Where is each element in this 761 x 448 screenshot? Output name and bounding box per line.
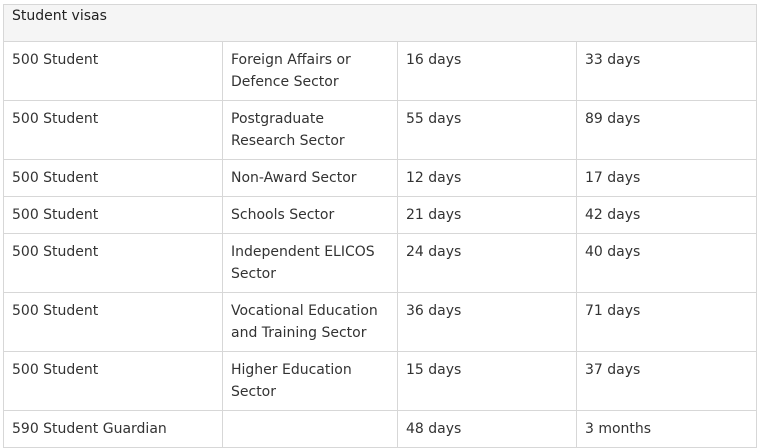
processing-time-cell: 71 days [575, 292, 758, 352]
processing-time-cell: 48 days [397, 410, 577, 448]
visa-cell: 500 Student [3, 196, 223, 234]
sector-cell [222, 410, 398, 448]
visa-cell: 500 Student [3, 159, 223, 197]
processing-time-cell: 40 days [575, 233, 758, 293]
processing-time-cell: 21 days [397, 196, 577, 234]
table-row: 500 Student Postgraduate Research Sector… [3, 100, 758, 160]
processing-time-cell: 16 days [397, 41, 577, 101]
processing-time-cell: 89 days [575, 100, 758, 160]
table-row: 590 Student Guardian 48 days 3 months [3, 410, 758, 448]
processing-time-cell: 24 days [397, 233, 577, 293]
processing-time-cell: 55 days [397, 100, 577, 160]
sector-cell: Schools Sector [222, 196, 398, 234]
processing-time-cell: 33 days [575, 41, 758, 101]
sector-cell: Non-Award Sector [222, 159, 398, 197]
sector-cell: Foreign Affairs or Defence Sector [222, 41, 398, 101]
visa-cell: 500 Student [3, 100, 223, 160]
processing-time-cell: 37 days [575, 351, 758, 411]
processing-time-cell: 15 days [397, 351, 577, 411]
processing-time-cell: 12 days [397, 159, 577, 197]
sector-cell: Higher Education Sector [222, 351, 398, 411]
processing-time-cell: 42 days [575, 196, 758, 234]
table-row: 500 Student Vocational Education and Tra… [3, 292, 758, 352]
section-title: Student visas [2, 4, 758, 42]
sector-cell: Independent ELICOS Sector [222, 233, 398, 293]
processing-time-cell: 3 months [575, 410, 758, 448]
table-row: 500 Student Higher Education Sector 15 d… [3, 351, 758, 411]
visa-cell: 500 Student [3, 292, 223, 352]
visa-cell: 500 Student [3, 351, 223, 411]
section-header-row: Student visas [2, 4, 758, 42]
sector-cell: Vocational Education and Training Sector [222, 292, 398, 352]
visa-cell: 500 Student [3, 41, 223, 101]
sector-cell: Postgraduate Research Sector [222, 100, 398, 160]
visa-processing-table: Student visas 500 Student Foreign Affair… [2, 4, 758, 448]
page: Student visas 500 Student Foreign Affair… [2, 4, 758, 448]
visa-cell: 500 Student [3, 233, 223, 293]
table-row: 500 Student Foreign Affairs or Defence S… [3, 41, 758, 101]
visa-cell: 590 Student Guardian [3, 410, 223, 448]
processing-time-cell: 17 days [575, 159, 758, 197]
processing-time-cell: 36 days [397, 292, 577, 352]
table-row: 500 Student Non-Award Sector 12 days 17 … [3, 159, 758, 197]
table-row: 500 Student Schools Sector 21 days 42 da… [3, 196, 758, 234]
table-row: 500 Student Independent ELICOS Sector 24… [3, 233, 758, 293]
